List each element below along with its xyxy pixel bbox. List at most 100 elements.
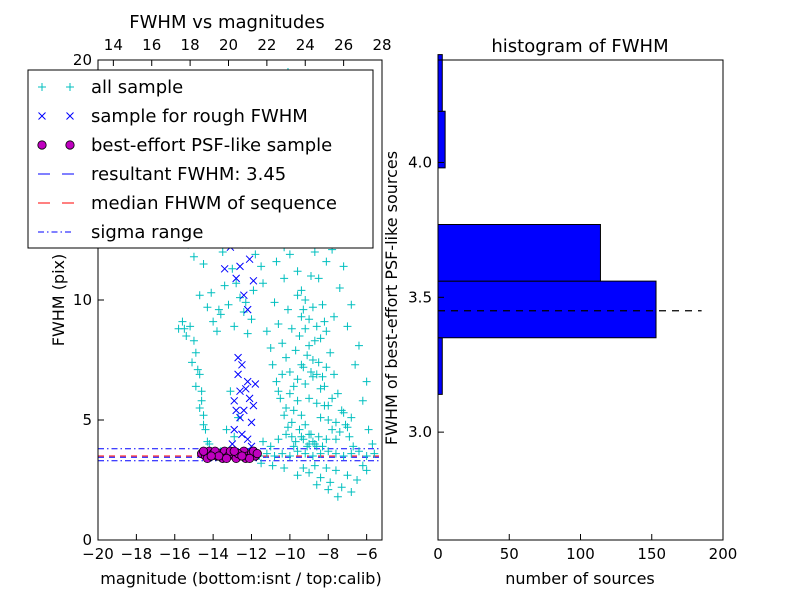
rough-fwhm-point	[236, 262, 244, 271]
all-sample-point	[312, 399, 321, 408]
all-sample-point	[287, 324, 296, 333]
all-sample-point	[364, 425, 373, 434]
all-sample-point	[314, 358, 323, 367]
all-sample-point	[293, 396, 302, 405]
all-sample-point	[212, 327, 221, 336]
all-sample-point	[310, 440, 319, 448]
histogram-bar	[437, 223, 601, 282]
psf-like-point	[214, 451, 224, 461]
rough-fwhm-point	[249, 276, 258, 285]
left-y-tick-label: 10	[73, 291, 92, 309]
rough-fwhm-point	[243, 377, 252, 386]
rough-fwhm-point	[230, 396, 239, 405]
all-sample-point	[303, 442, 312, 451]
all-sample-point	[322, 257, 331, 266]
all-sample-point	[199, 411, 208, 420]
all-sample-point	[308, 356, 317, 364]
all-sample-point	[312, 480, 321, 489]
rough-fwhm-point	[238, 430, 246, 439]
all-sample-point	[358, 461, 367, 470]
all-sample-point	[239, 308, 248, 316]
all-sample-point	[293, 471, 302, 480]
all-sample-point	[297, 286, 306, 295]
all-sample-point	[330, 312, 339, 321]
all-sample-point	[293, 291, 302, 300]
all-sample-point	[199, 420, 208, 429]
all-sample-point	[343, 471, 352, 480]
left-x-tick-label: −14	[197, 545, 229, 563]
psf-like-point	[252, 448, 262, 459]
left-x-tick-label: −6	[356, 545, 378, 563]
legend-entry-label: sigma range	[91, 222, 203, 243]
all-sample-point	[335, 284, 344, 292]
right-x-tick-label: 0	[433, 545, 443, 563]
all-sample-point	[322, 327, 331, 336]
left-top-axis-ticks: 14 16 18 20 22 24 26 28	[104, 36, 392, 66]
all-sample-point	[307, 430, 315, 439]
all-sample-point	[299, 435, 308, 444]
all-sample-point	[293, 267, 302, 276]
all-sample-point	[228, 264, 237, 273]
all-sample-point	[287, 418, 296, 427]
all-sample-point	[305, 341, 314, 350]
all-sample-point	[310, 336, 319, 345]
psf-like-point	[221, 453, 232, 463]
rough-fwhm-point	[251, 380, 260, 388]
all-sample-point	[297, 411, 306, 420]
all-sample-point	[283, 423, 292, 432]
left-x-tick-label: −18	[121, 545, 153, 563]
all-sample-point	[289, 442, 298, 451]
all-sample-point	[220, 281, 229, 290]
all-sample-point	[274, 435, 283, 444]
all-sample-point	[222, 425, 231, 434]
right-x-tick-label: 50	[500, 545, 519, 563]
right-x-axis-label: number of sources	[505, 569, 655, 588]
all-sample-point	[266, 442, 275, 451]
all-sample-point	[193, 365, 202, 374]
all-sample-point	[305, 394, 314, 403]
all-sample-point	[299, 305, 308, 314]
all-sample-point	[322, 363, 331, 372]
all-sample-point	[291, 437, 300, 446]
all-sample-point	[328, 425, 337, 434]
right-x-axis-ticks: 0 50 100 150 200	[433, 534, 737, 563]
all-sample-point	[322, 464, 331, 472]
all-sample-point	[305, 468, 314, 477]
all-sample-point	[282, 430, 291, 439]
all-sample-point	[283, 305, 292, 314]
all-sample-point	[282, 353, 291, 362]
histogram-bar	[437, 337, 443, 395]
left-x-tick-label: −8	[317, 545, 339, 563]
all-sample-point	[289, 406, 298, 415]
all-sample-point	[316, 413, 325, 422]
all-sample-point	[318, 300, 327, 309]
left-top-tick-label: 26	[334, 36, 353, 54]
right-chart-title: histogram of FWHM	[491, 36, 668, 57]
all-sample-point	[280, 411, 289, 420]
legend-marker	[66, 83, 74, 91]
all-sample-point	[318, 442, 327, 451]
all-sample-point	[314, 274, 323, 283]
all-sample-point	[218, 248, 227, 256]
all-sample-point	[347, 300, 356, 309]
all-sample-point	[285, 250, 294, 259]
all-sample-point	[216, 310, 225, 319]
all-sample-point	[331, 418, 340, 427]
legend-marker	[66, 112, 74, 120]
legend-marker	[38, 112, 46, 120]
legend-entry-label: resultant FWHM: 3.45	[91, 164, 286, 185]
all-sample-point	[322, 435, 331, 444]
right-y-tick-label: 4.0	[408, 153, 432, 171]
left-top-tick-label: 28	[372, 36, 391, 54]
rough-fwhm-point	[243, 305, 252, 314]
all-sample-point	[270, 452, 279, 460]
rough-fwhm-point	[232, 406, 241, 415]
all-sample-point	[349, 442, 358, 451]
rough-fwhm-point	[245, 394, 254, 403]
right-x-tick-label: 150	[637, 545, 666, 563]
all-sample-point	[339, 452, 348, 460]
left-x-tick-label: −10	[274, 545, 306, 563]
all-sample-point	[301, 324, 310, 333]
rough-fwhm-point	[230, 425, 239, 434]
right-plot-area	[437, 54, 702, 395]
